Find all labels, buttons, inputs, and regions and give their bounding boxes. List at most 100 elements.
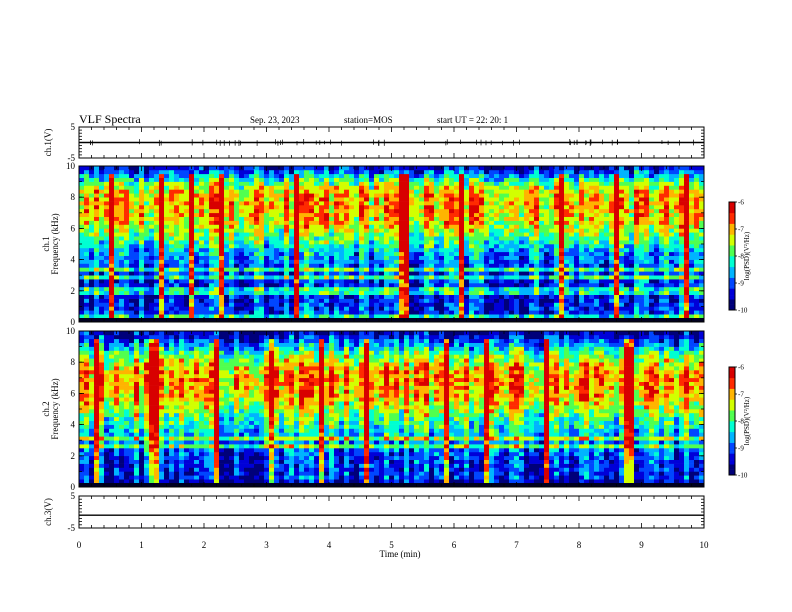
spectrogram-cell bbox=[249, 193, 255, 198]
spectrogram-cell bbox=[404, 236, 410, 241]
spectrogram-cell bbox=[424, 208, 430, 214]
spectrogram-cell bbox=[294, 283, 300, 288]
spectrogram-cell bbox=[379, 247, 385, 253]
spectrogram-cell bbox=[459, 189, 465, 194]
spectrogram-cell bbox=[164, 302, 170, 307]
spectrogram-cell bbox=[119, 228, 125, 233]
spectrogram-cell bbox=[389, 298, 395, 303]
spectrogram-cell bbox=[594, 208, 600, 214]
spectrogram-cell bbox=[199, 298, 205, 303]
spectrogram-cell bbox=[404, 244, 410, 249]
spectrogram-cell bbox=[449, 244, 455, 249]
spectrogram-cell bbox=[604, 306, 610, 311]
spectrogram-cell bbox=[114, 201, 120, 206]
spectrogram-cell bbox=[634, 279, 640, 284]
spectrogram-cell bbox=[194, 216, 200, 221]
spectrogram-cell bbox=[629, 240, 635, 245]
spectrogram-cell bbox=[199, 173, 205, 178]
spectrogram-cell bbox=[639, 205, 645, 210]
spectrogram-cell bbox=[469, 205, 475, 210]
spectrogram-cell bbox=[484, 286, 490, 292]
spectrogram-cell bbox=[404, 201, 410, 206]
spectrogram-cell bbox=[244, 185, 250, 190]
spectrogram-cell bbox=[639, 275, 645, 280]
spectrogram-cell bbox=[239, 177, 245, 182]
spectrogram-cell bbox=[584, 275, 590, 280]
spectrogram-cell bbox=[149, 267, 155, 272]
spectrogram-cell bbox=[169, 193, 175, 198]
spectrogram-cell bbox=[544, 267, 550, 272]
spectrogram-cell bbox=[359, 286, 365, 292]
spectrogram-cell bbox=[604, 247, 610, 253]
spectrogram-cell bbox=[89, 193, 95, 198]
spectrogram-cell bbox=[499, 185, 505, 190]
spectrogram-cell bbox=[569, 298, 575, 303]
spectrogram-cell bbox=[534, 263, 540, 268]
spectrogram-cell bbox=[599, 255, 605, 260]
spectrogram-cell bbox=[619, 294, 625, 299]
spectrogram-cell bbox=[379, 302, 385, 307]
spectrogram-cell bbox=[289, 290, 295, 295]
spectrogram-cell bbox=[644, 173, 650, 178]
spectrogram-cell bbox=[344, 275, 350, 280]
spectrogram-cell bbox=[419, 208, 425, 214]
spectrogram-cell bbox=[149, 232, 155, 237]
spectrogram-cell bbox=[99, 294, 105, 299]
spectrogram-cell bbox=[269, 247, 275, 253]
spectrogram-cell bbox=[494, 298, 500, 303]
spectrogram-cell bbox=[669, 193, 675, 198]
spectrogram-cell bbox=[534, 271, 540, 276]
spectrogram-cell bbox=[374, 193, 380, 198]
spectrogram-cell bbox=[414, 197, 420, 202]
spectrogram-cell bbox=[369, 259, 375, 264]
spectrogram-cell bbox=[509, 185, 515, 190]
spectrogram-cell bbox=[184, 247, 190, 253]
spectrogram-cell bbox=[344, 314, 350, 319]
spectrogram-cell bbox=[619, 302, 625, 307]
spectrogram-cell bbox=[394, 283, 400, 288]
spectrogram-cell bbox=[164, 275, 170, 280]
spectrogram-cell bbox=[624, 181, 630, 186]
spectrogram-cell bbox=[534, 294, 540, 299]
spectrogram-cell bbox=[559, 314, 565, 319]
spectrogram-cell bbox=[149, 271, 155, 276]
spectrogram-cell bbox=[179, 220, 185, 225]
spectrogram-cell bbox=[329, 244, 335, 249]
spectrogram-cell bbox=[494, 205, 500, 210]
spectrogram-cell bbox=[219, 205, 225, 210]
spectrogram-cell bbox=[329, 236, 335, 241]
spectrogram-cell bbox=[374, 220, 380, 225]
spectrogram-cell bbox=[114, 294, 120, 299]
spectrogram-cell bbox=[614, 302, 620, 307]
spectrogram-cell bbox=[179, 205, 185, 210]
spectrogram-cell bbox=[124, 283, 130, 288]
spectrogram-cell bbox=[324, 306, 330, 311]
spectrogram-cell bbox=[174, 236, 180, 241]
spectrogram-cell bbox=[109, 283, 115, 288]
spectrogram-cell bbox=[459, 208, 465, 214]
spectrogram-cell bbox=[554, 197, 560, 202]
spectrogram-cell bbox=[314, 173, 320, 178]
spectrogram-cell bbox=[619, 310, 625, 315]
spectrogram-cell bbox=[114, 302, 120, 307]
spectrogram-cell bbox=[429, 247, 435, 253]
spectrogram-cell bbox=[459, 193, 465, 198]
spectrogram-cell bbox=[584, 169, 590, 175]
spectrogram-cell bbox=[379, 283, 385, 288]
spectrogram-cell bbox=[474, 247, 480, 253]
spectrogram-cell bbox=[249, 181, 255, 186]
spectrogram-cell bbox=[189, 212, 195, 217]
spectrogram-cell bbox=[554, 306, 560, 311]
spectrogram-cell bbox=[319, 251, 325, 256]
spectrogram-cell bbox=[259, 283, 265, 288]
spectrogram-cell bbox=[449, 185, 455, 190]
spectrogram-cell bbox=[214, 205, 220, 210]
spectrogram-cell bbox=[144, 189, 150, 194]
spectrogram-cell bbox=[364, 212, 370, 217]
spectrogram-cell bbox=[269, 224, 275, 229]
spectrogram-cell bbox=[199, 271, 205, 276]
spectrogram-cell bbox=[354, 166, 360, 171]
spectrogram-cell bbox=[534, 290, 540, 295]
spectrogram-cell bbox=[224, 251, 230, 256]
spectrogram-cell bbox=[169, 189, 175, 194]
